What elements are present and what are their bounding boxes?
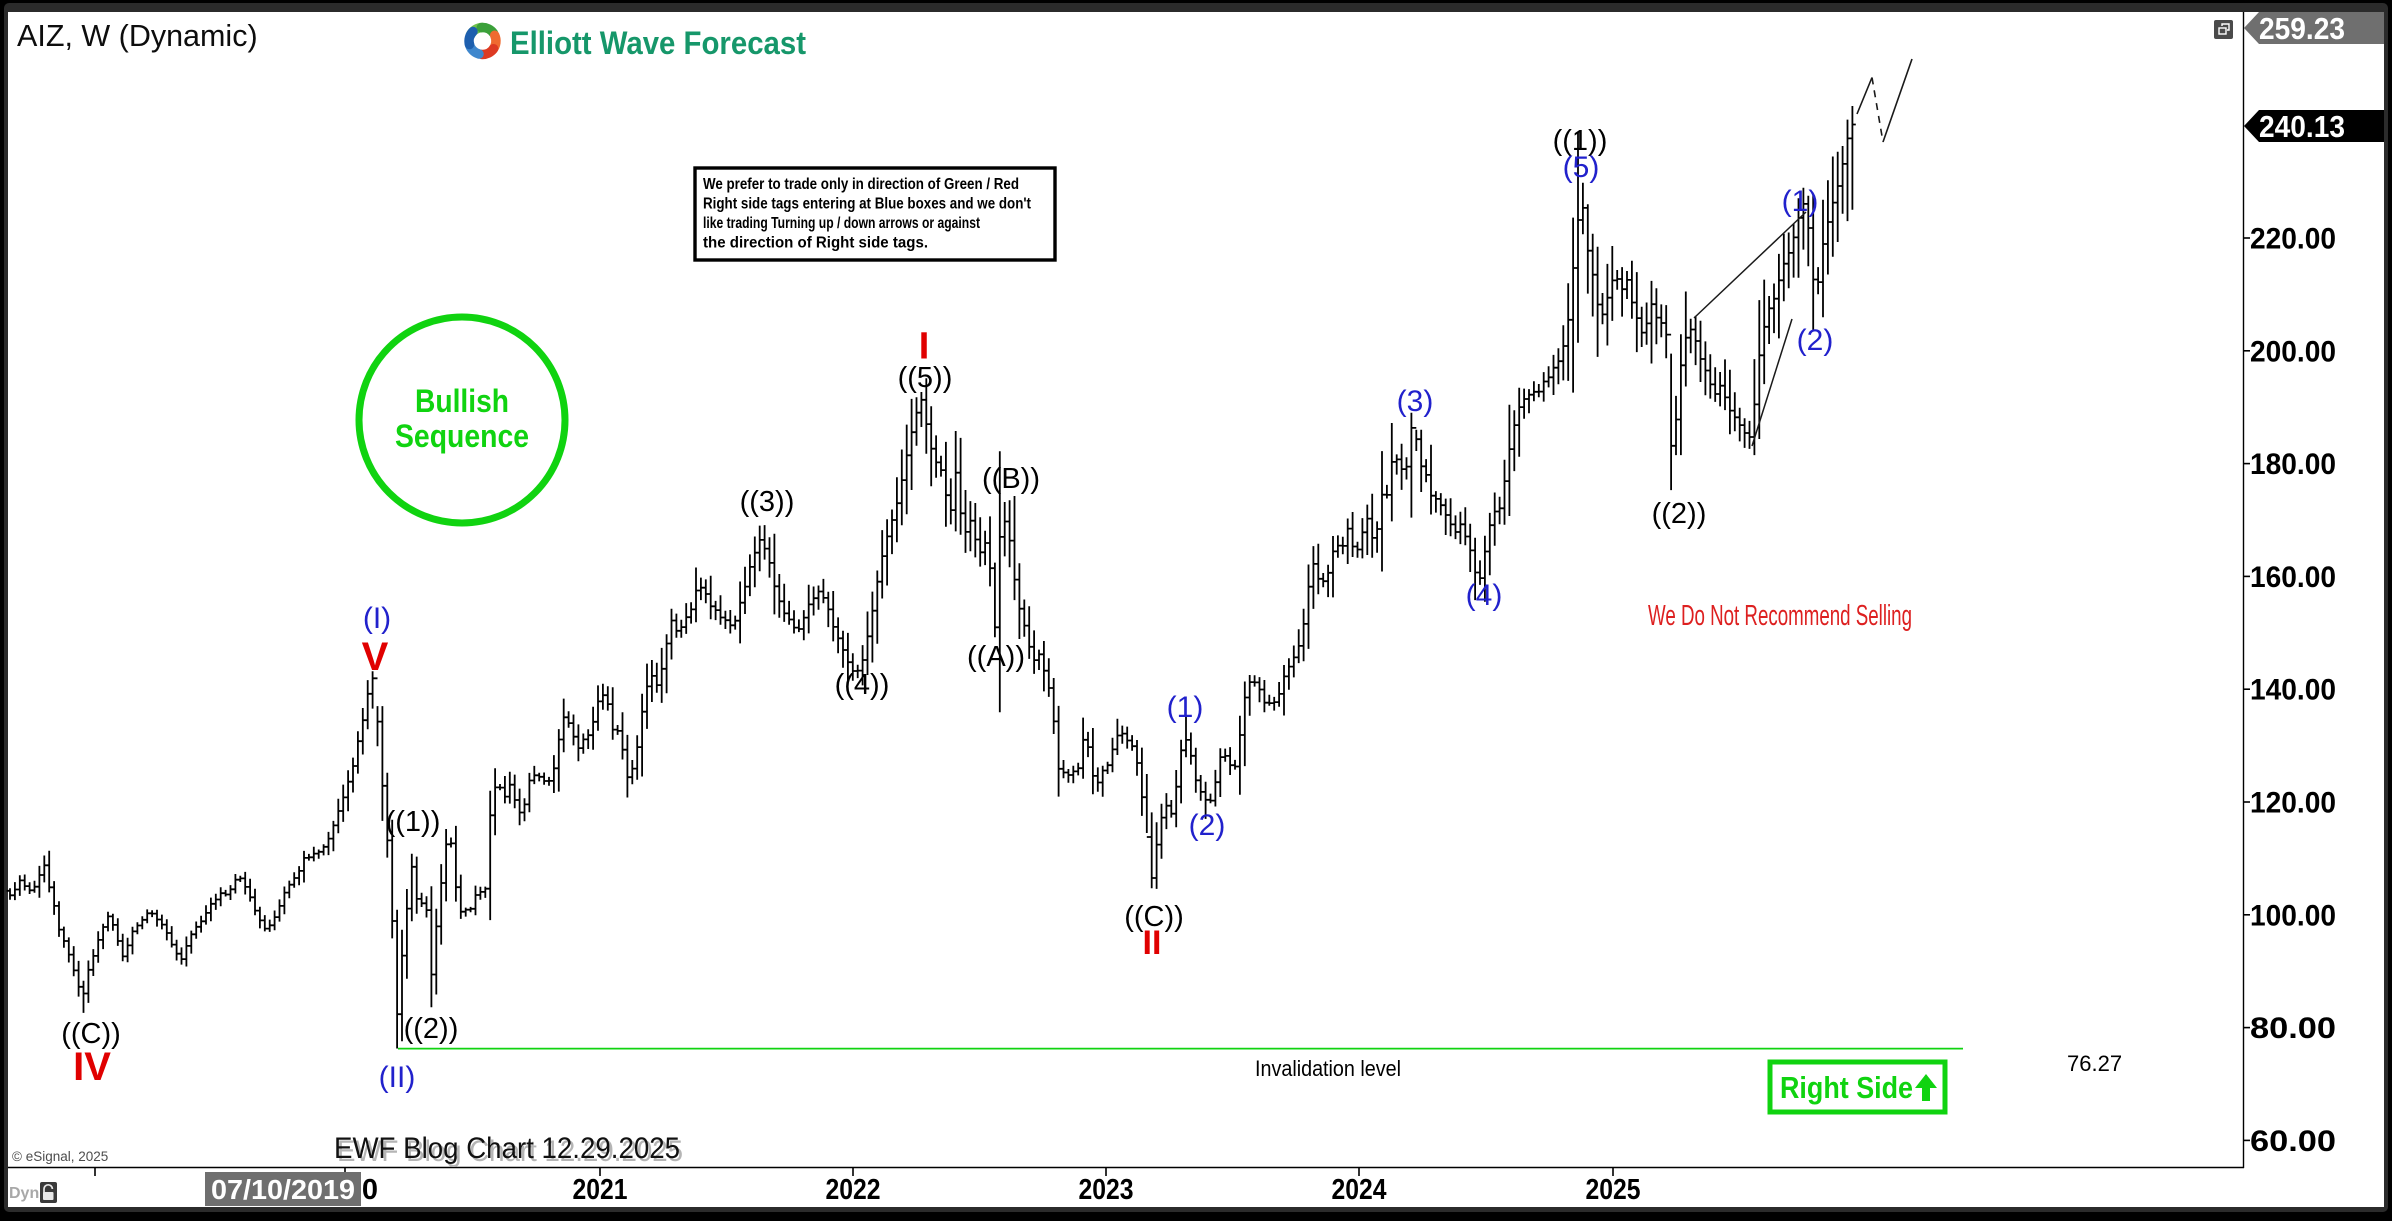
svg-text:2022: 2022 [826, 1174, 881, 1206]
svg-text:(2): (2) [1797, 324, 1834, 357]
svg-text:II: II [1143, 924, 1162, 962]
svg-text:Right Side: Right Side [1780, 1070, 1913, 1105]
svg-text:((A)): ((A)) [967, 641, 1025, 673]
svg-text:Elliott Wave Forecast: Elliott Wave Forecast [510, 25, 806, 61]
svg-text:(3): (3) [1397, 385, 1434, 418]
svg-text:200.00: 200.00 [2250, 335, 2336, 368]
svg-text:the direction of Right side ta: the direction of Right side tags. [703, 235, 928, 252]
svg-text:2024: 2024 [1332, 1174, 1387, 1206]
svg-text:V: V [362, 635, 389, 679]
svg-text:60.00: 60.00 [2250, 1125, 2336, 1158]
svg-text:((C)): ((C)) [61, 1018, 121, 1050]
svg-text:100.00: 100.00 [2250, 899, 2336, 932]
svg-text:76.27: 76.27 [2067, 1051, 2122, 1076]
svg-text:80.00: 80.00 [2250, 1012, 2336, 1045]
svg-text:240.13: 240.13 [2259, 109, 2345, 144]
svg-text:Sequence: Sequence [395, 418, 529, 454]
svg-text:((4)): ((4)) [835, 669, 890, 701]
svg-text:EWF Blog Chart 12.29.2025: EWF Blog Chart 12.29.2025 [337, 1135, 683, 1168]
svg-text:180.00: 180.00 [2250, 448, 2336, 481]
svg-text:(II): (II) [379, 1061, 416, 1094]
svg-text:((5)): ((5)) [898, 362, 953, 394]
svg-text:AIZ, W (Dynamic): AIZ, W (Dynamic) [17, 19, 258, 53]
svg-text:(1): (1) [1782, 185, 1819, 218]
svg-text:(I): (I) [363, 602, 391, 635]
svg-text:(1): (1) [1167, 691, 1204, 724]
svg-text:220.00: 220.00 [2250, 223, 2336, 256]
svg-text:2021: 2021 [573, 1174, 628, 1206]
svg-text:140.00: 140.00 [2250, 674, 2336, 707]
svg-text:like trading Turning up / down: like trading Turning up / down arrows or… [703, 215, 981, 232]
svg-text:((C)): ((C)) [1124, 901, 1184, 933]
svg-text:((2)): ((2)) [1652, 498, 1707, 530]
svg-text:I: I [919, 325, 930, 367]
svg-text:259.23: 259.23 [2259, 11, 2345, 46]
svg-text:IV: IV [73, 1045, 111, 1089]
svg-text:2025: 2025 [1586, 1174, 1641, 1206]
svg-text:((1)): ((1)) [1553, 125, 1608, 157]
svg-text:We prefer to trade only in dir: We prefer to trade only in direction of … [703, 176, 1019, 193]
svg-text:((2)): ((2)) [404, 1013, 459, 1045]
svg-text:(5): (5) [1563, 151, 1600, 184]
svg-text:2023: 2023 [1079, 1174, 1134, 1206]
svg-text:We Do Not Recommend Selling: We Do Not Recommend Selling [1648, 600, 1912, 632]
svg-text:Invalidation level: Invalidation level [1255, 1056, 1401, 1081]
svg-text:((B)): ((B)) [982, 463, 1040, 495]
svg-text:((3)): ((3)) [740, 486, 795, 518]
svg-text:0: 0 [362, 1174, 378, 1206]
svg-text:Bullish: Bullish [415, 383, 509, 419]
svg-text:(4): (4) [1466, 579, 1503, 612]
svg-text:(2): (2) [1189, 809, 1226, 842]
svg-text:Dyn: Dyn [9, 1185, 39, 1202]
svg-text:120.00: 120.00 [2250, 787, 2336, 820]
svg-text:((1)): ((1)) [386, 806, 441, 838]
svg-text:160.00: 160.00 [2250, 561, 2336, 594]
svg-text:EWF Blog Chart 12.29.2025: EWF Blog Chart 12.29.2025 [334, 1132, 680, 1165]
svg-text:© eSignal, 2025: © eSignal, 2025 [12, 1149, 108, 1164]
svg-text:Right side tags entering at Bl: Right side tags entering at Blue boxes a… [703, 196, 1032, 213]
svg-text:07/10/2019: 07/10/2019 [211, 1174, 355, 1205]
